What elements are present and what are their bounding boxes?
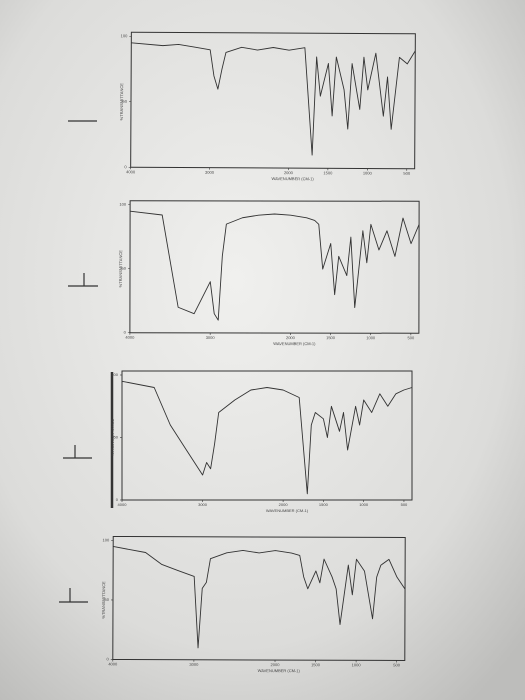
x-tick-label: 1000 (366, 335, 376, 340)
x-tick-label: 500 (403, 171, 410, 176)
y-tick-label: 0 (116, 497, 119, 502)
plot-frame (121, 370, 413, 501)
x-axis-label: WAVENUMBER (CM-1) (273, 341, 316, 346)
plot-frame (112, 535, 406, 662)
x-axis-label: WAVENUMBER (CM-1) (271, 176, 314, 181)
y-axis-label: %TRANSMITTANCE (118, 250, 123, 288)
x-tick-label: 1000 (363, 171, 373, 176)
y-tick-label: 100 (103, 538, 110, 543)
x-tick-label: 2000 (271, 662, 281, 667)
plot-frame (130, 31, 416, 170)
spectrum-chart: 0 50 100 4000 3000 2000 1500 1000 500 WAVENUMBER … (118, 200, 420, 346)
y-tick-label: 0 (124, 164, 127, 169)
spectrum-chart: 0 50 100 4000 3000 2000 1500 1000 500 WAVENUMBER … (101, 535, 406, 673)
y-tick-label: 50 (122, 266, 127, 271)
x-tick-label: 3000 (189, 662, 199, 667)
y-tick-label: 50 (123, 99, 128, 104)
x-axis-label: WAVENUMBER (CM-1) (266, 508, 309, 513)
y-tick-label: 100 (119, 202, 126, 207)
x-tick-label: 4000 (108, 662, 118, 667)
plot-frame (129, 200, 420, 334)
y-axis-label: %TRANSMITTANCE (101, 581, 106, 619)
x-tick-label: 2000 (284, 170, 294, 175)
y-axis-label: %TRANSMITTANCE (110, 419, 115, 457)
spectrum-line (131, 42, 416, 156)
y-tick-label: 100 (111, 372, 118, 377)
spectrum-line (130, 210, 420, 321)
spectrum-line (121, 380, 413, 495)
x-tick-label: 1500 (323, 170, 333, 175)
x-tick-label: 500 (393, 663, 400, 668)
y-tick-label: 0 (107, 657, 110, 662)
x-tick-label: 3000 (205, 170, 215, 175)
spectrum-line (113, 546, 406, 649)
x-tick-label: 2000 (286, 335, 296, 340)
x-tick-label: 500 (401, 502, 408, 507)
x-tick-label: 3000 (206, 335, 216, 340)
answer-marks (59, 120, 114, 603)
x-tick-label: 1500 (311, 662, 321, 667)
x-tick-label: 1000 (359, 502, 369, 507)
y-axis-label: %TRANSMITTANCE (119, 83, 124, 121)
x-tick-label: 1500 (319, 502, 329, 507)
x-tick-label: 500 (408, 335, 415, 340)
x-tick-label: 4000 (126, 169, 136, 174)
spectrum-chart: 0 50 100 4000 3000 2000 1500 1000 500 WAVENUMBER … (119, 31, 416, 181)
spectrum-chart: 0 50 100 4000 3000 2000 1500 1000 500 WAVENUMBER … (110, 370, 413, 513)
x-tick-label: 1000 (352, 662, 362, 667)
x-tick-label: 4000 (118, 502, 128, 507)
y-tick-label: 0 (124, 330, 127, 335)
x-tick-label: 1500 (326, 335, 336, 340)
x-tick-label: 2000 (279, 502, 289, 507)
x-tick-label: 4000 (125, 335, 135, 340)
y-tick-label: 50 (105, 597, 110, 602)
x-tick-label: 3000 (198, 502, 208, 507)
x-axis-label: WAVENUMBER (CM-1) (258, 668, 301, 673)
y-tick-label: 100 (121, 33, 128, 38)
y-tick-label: 50 (114, 435, 119, 440)
